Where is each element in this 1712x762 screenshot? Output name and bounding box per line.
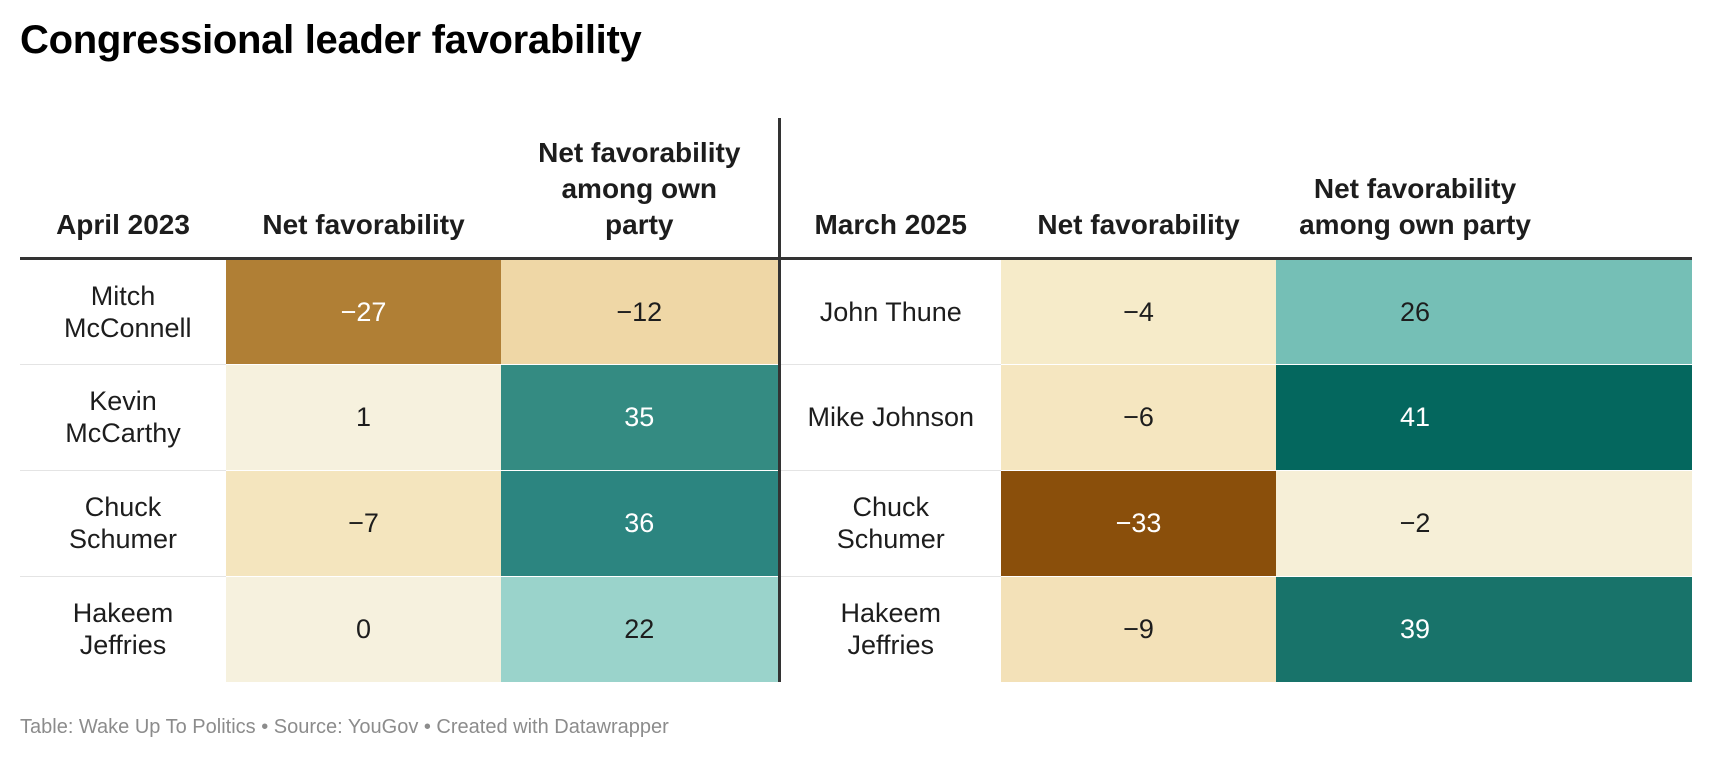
chart-title: Congressional leader favorability xyxy=(20,18,642,62)
col-header-april-2023: April 2023 xyxy=(20,118,226,260)
col-header-net-2025: Net favorability xyxy=(1001,118,1276,260)
own-party-favorability-2025: 26 xyxy=(1276,258,1692,365)
net-favorability-2023: −7 xyxy=(226,470,501,577)
leader-name-2025: Hakeem Jeffries xyxy=(779,576,1001,682)
leader-name-2025: John Thune xyxy=(779,258,1001,365)
table-row: Chuck Schumer −7 36 Chuck Schumer −33 −2 xyxy=(20,470,1692,577)
own-party-favorability-2023: 36 xyxy=(501,470,781,577)
leader-name-2023: Mitch McConnell xyxy=(20,258,226,365)
col-header-net-2023: Net favorability xyxy=(226,118,501,260)
own-party-favorability-2023: −12 xyxy=(501,258,781,365)
table-body: Mitch McConnell −27 −12 John Thune −4 26 Kevin… xyxy=(20,258,1692,682)
own-party-favorability-2023: 22 xyxy=(501,576,781,682)
net-favorability-2023: −27 xyxy=(226,258,501,365)
net-favorability-2025: −4 xyxy=(1001,258,1276,365)
leader-name-2023: Hakeem Jeffries xyxy=(20,576,226,682)
net-favorability-2025: −9 xyxy=(1001,576,1276,682)
own-party-favorability-2025: 41 xyxy=(1276,364,1692,471)
leader-name-2025: Chuck Schumer xyxy=(779,470,1001,577)
leader-name-2025: Mike Johnson xyxy=(779,364,1001,471)
own-party-favorability-2023: 35 xyxy=(501,364,781,471)
col-header-own-party-2025: Net favorability among own party xyxy=(1276,118,1692,260)
leader-name-2023: Kevin McCarthy xyxy=(20,364,226,471)
table-row: Kevin McCarthy 1 35 Mike Johnson −6 41 xyxy=(20,364,1692,471)
leader-name-2023: Chuck Schumer xyxy=(20,470,226,577)
table-row: Hakeem Jeffries 0 22 Hakeem Jeffries −9 39 xyxy=(20,576,1692,682)
col-header-march-2025: March 2025 xyxy=(779,118,1001,260)
favorability-table: April 2023 Net favorability Net favorabi… xyxy=(20,118,1692,682)
col-header-own-party-2023: Net favorability among own party xyxy=(501,118,781,260)
own-party-favorability-2025: 39 xyxy=(1276,576,1692,682)
table-row: Mitch McConnell −27 −12 John Thune −4 26 xyxy=(20,258,1692,365)
source-footer: Table: Wake Up To Politics • Source: You… xyxy=(20,716,669,738)
own-party-favorability-2025: −2 xyxy=(1276,470,1692,577)
header-row: April 2023 Net favorability Net favorabi… xyxy=(20,118,1692,260)
net-favorability-2025: −6 xyxy=(1001,364,1276,471)
net-favorability-2025: −33 xyxy=(1001,470,1276,577)
net-favorability-2023: 0 xyxy=(226,576,501,682)
net-favorability-2023: 1 xyxy=(226,364,501,471)
